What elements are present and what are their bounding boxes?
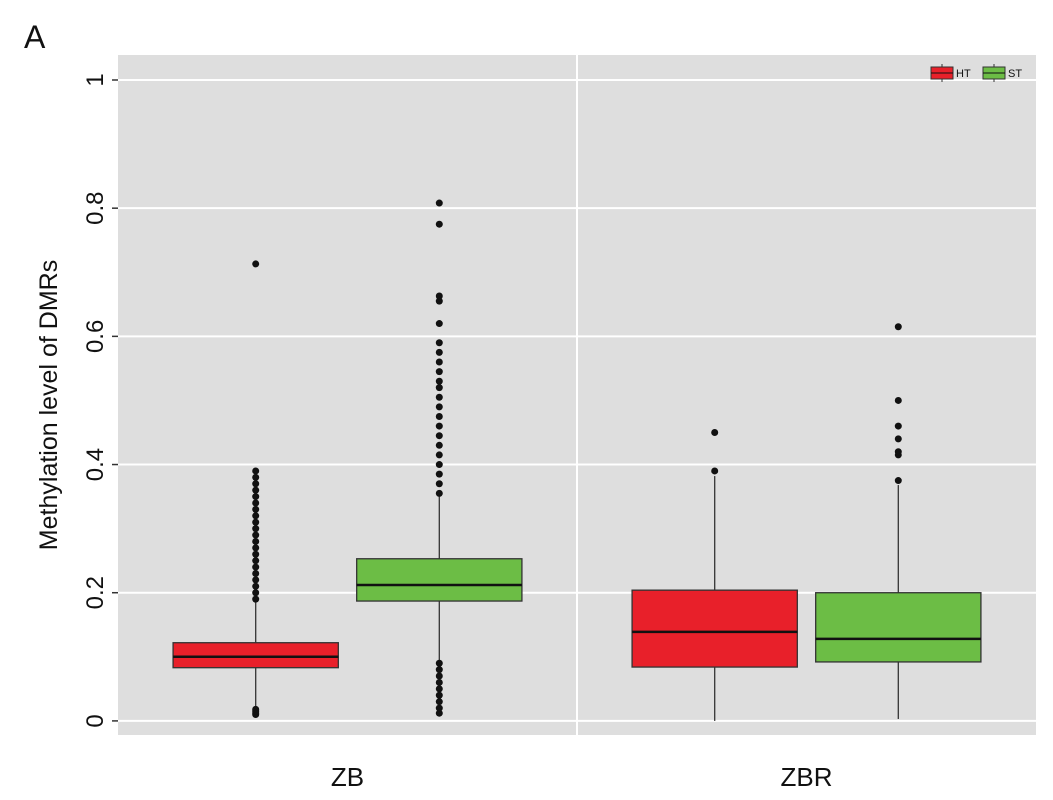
outlier <box>252 576 260 584</box>
outlier <box>435 358 443 366</box>
outlier <box>252 512 260 520</box>
outlier <box>252 550 260 558</box>
panel-label: A <box>24 19 46 55</box>
outlier <box>435 220 443 228</box>
outlier <box>435 412 443 420</box>
outlier <box>435 297 443 305</box>
outlier <box>252 582 260 590</box>
y-tick-label: 0.2 <box>82 576 109 609</box>
outlier <box>435 461 443 469</box>
outlier <box>711 467 719 475</box>
outlier <box>435 339 443 347</box>
outlier <box>711 428 719 436</box>
outlier <box>435 480 443 488</box>
outlier <box>435 678 443 686</box>
outlier <box>252 260 260 268</box>
outlier <box>435 666 443 674</box>
outlier <box>435 489 443 497</box>
outlier <box>894 422 902 430</box>
outlier <box>435 659 443 667</box>
box <box>815 592 982 663</box>
box <box>356 558 523 602</box>
legend-label: HT <box>956 68 971 80</box>
outlier <box>252 480 260 488</box>
outlier <box>435 432 443 440</box>
outlier <box>252 467 260 475</box>
outlier <box>435 698 443 706</box>
y-tick-label: 1 <box>82 73 109 86</box>
outlier <box>894 396 902 404</box>
x-tick-label: ZBR <box>781 762 833 792</box>
outlier <box>252 493 260 501</box>
outlier <box>894 435 902 443</box>
box <box>172 642 339 669</box>
outlier <box>435 422 443 430</box>
outlier <box>894 477 902 485</box>
y-axis-label: Methylation level of DMRs <box>35 260 63 550</box>
outlier <box>252 589 260 597</box>
outlier <box>252 505 260 513</box>
y-tick-label: 0.8 <box>82 191 109 224</box>
outlier <box>435 470 443 478</box>
outlier <box>435 672 443 680</box>
outlier <box>435 384 443 392</box>
outlier <box>252 518 260 526</box>
outlier <box>252 595 260 603</box>
outlier <box>252 473 260 481</box>
outlier <box>435 403 443 411</box>
outlier <box>252 537 260 545</box>
x-tick-label: ZB <box>331 762 364 792</box>
outlier <box>435 451 443 459</box>
outlier <box>435 292 443 300</box>
outlier <box>252 563 260 571</box>
outlier <box>435 393 443 401</box>
outlier <box>435 199 443 207</box>
outlier <box>252 525 260 533</box>
outlier <box>435 441 443 449</box>
outlier <box>435 368 443 376</box>
outlier <box>252 569 260 577</box>
outlier <box>435 348 443 356</box>
outlier <box>435 377 443 385</box>
outlier <box>252 486 260 494</box>
outlier <box>894 323 902 331</box>
outlier <box>252 531 260 539</box>
outlier <box>435 691 443 699</box>
outlier <box>252 499 260 507</box>
outlier <box>252 544 260 552</box>
box <box>631 589 798 668</box>
outlier <box>435 704 443 712</box>
outlier <box>435 709 443 717</box>
outlier <box>894 448 902 456</box>
outlier <box>435 685 443 693</box>
legend-label: ST <box>1008 68 1022 80</box>
y-tick-label: 0.4 <box>82 448 109 481</box>
y-tick-label: 0 <box>82 714 109 727</box>
y-tick-label: 0.6 <box>82 320 109 353</box>
outlier <box>252 557 260 565</box>
outlier <box>252 705 260 713</box>
outlier <box>435 320 443 328</box>
